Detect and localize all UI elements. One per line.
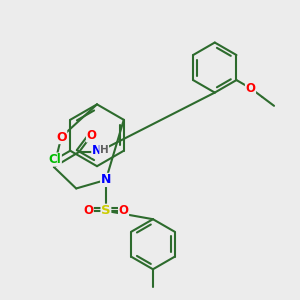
Text: Cl: Cl [49, 153, 61, 166]
Text: H: H [94, 147, 103, 157]
Text: O: O [245, 82, 256, 95]
Text: N: N [101, 173, 111, 186]
Text: N: N [92, 144, 102, 157]
Text: H: H [100, 146, 109, 155]
Text: S: S [101, 204, 111, 217]
Text: O: O [118, 204, 129, 217]
Text: O: O [56, 130, 67, 143]
Text: O: O [86, 129, 97, 142]
Text: O: O [83, 204, 93, 217]
